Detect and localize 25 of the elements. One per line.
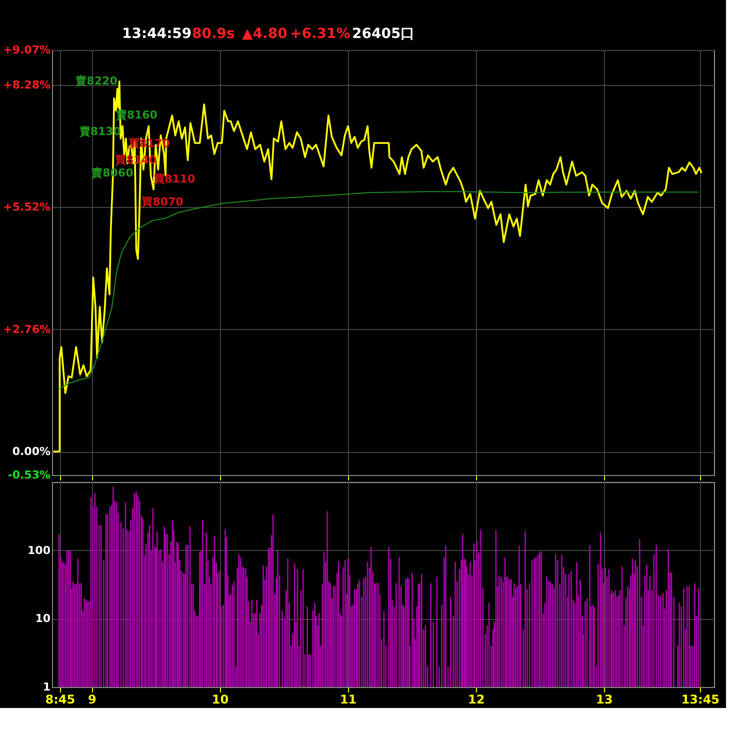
text: 26405口 [352,26,415,42]
y-tick-label: 10 [35,612,51,626]
y-tick-label: -0.53% [8,468,50,482]
y-tick-label: 0.00% [12,445,50,458]
annotation: 賣8220 [74,74,118,88]
y-tick-label: +8.28% [3,78,50,92]
annotation: 買8140 [114,154,158,167]
x-tick-label: 13:45 [681,692,720,706]
x-tick-label: 8:45 [45,692,76,706]
y-tick-label: 1 [42,680,50,694]
y-tick-label: +9.07% [3,44,50,56]
x-tick-label: 12 [468,692,485,706]
annotation: 買8070 [140,195,184,208]
x-tick-label: 13 [596,692,613,706]
text: 80.9s [192,26,235,42]
text: 13:44:59 [122,26,192,42]
x-tick-label: 11 [340,692,357,706]
text: ▲4.80 [242,26,288,42]
y-tick-label: +5.52% [3,200,50,214]
x-tick-label: 9 [88,692,96,706]
y-tick-label: +2.76% [3,322,50,336]
x-tick-label: 10 [212,692,229,706]
line-series [59,191,699,390]
text: +6.31% [290,26,350,42]
y-tick-label: 100 [28,544,51,557]
